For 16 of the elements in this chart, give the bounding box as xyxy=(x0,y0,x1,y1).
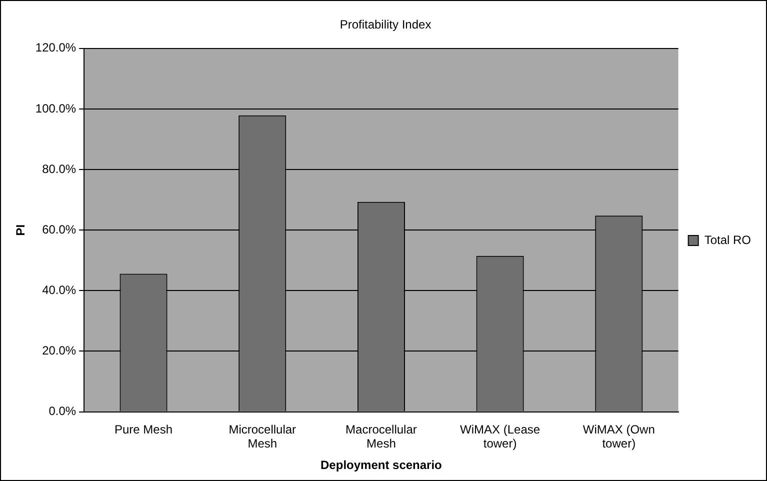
y-tick-label: 20.0% xyxy=(42,344,76,358)
y-tick-label: 40.0% xyxy=(42,282,76,297)
chart-title: Profitability Index xyxy=(340,18,432,32)
y-tick-label: 100.0% xyxy=(35,101,76,116)
x-axis-title: Deployment scenario xyxy=(320,458,442,472)
x-tick-label: Macrocellular Mesh xyxy=(346,422,417,451)
x-tick-label: WiMAX (Own tower) xyxy=(582,422,655,451)
legend-label: Total RO xyxy=(704,232,752,247)
y-tick-label: 120.0% xyxy=(35,40,76,55)
y-tick-label: 80.0% xyxy=(42,162,76,176)
x-tick-label: Microcellular Mesh xyxy=(228,422,296,451)
x-tick-label: WiMAX (Lease tower) xyxy=(460,422,540,451)
y-tick-label: 0.0% xyxy=(48,404,76,418)
y-axis-title: PI xyxy=(14,224,28,236)
x-tick-label: Pure Mesh xyxy=(114,422,173,436)
y-tick-label: 60.0% xyxy=(42,222,76,236)
